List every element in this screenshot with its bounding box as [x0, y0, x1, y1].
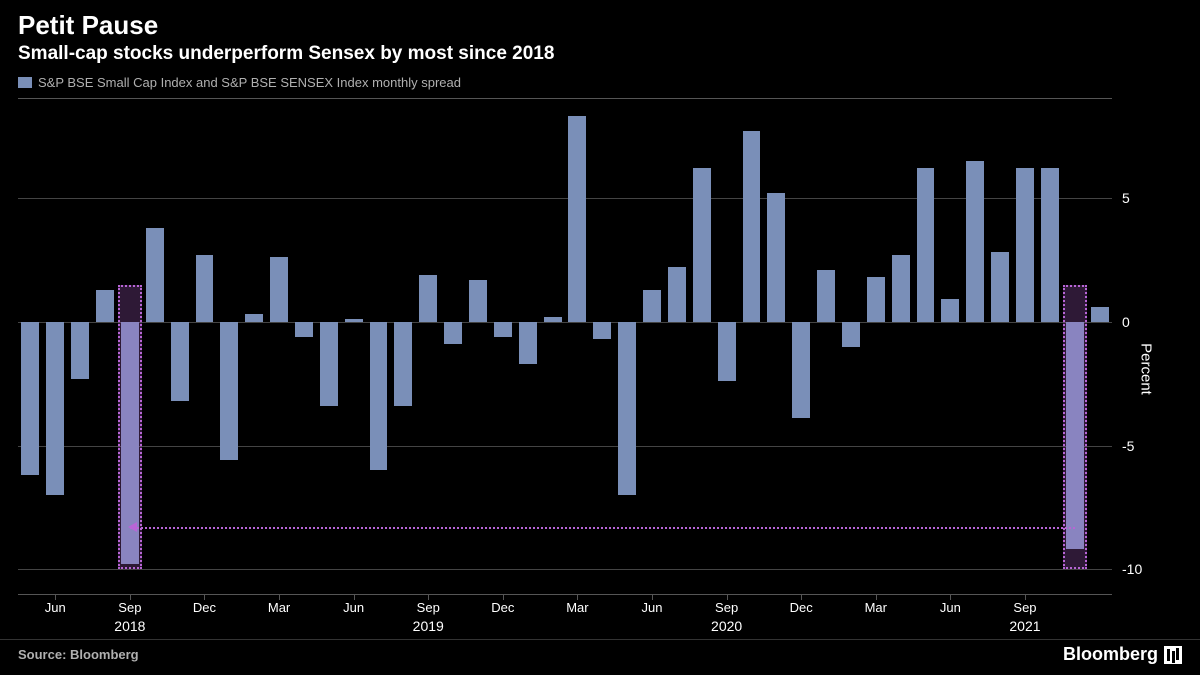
bar: [469, 280, 487, 322]
x-tick-label: Sep: [1013, 600, 1036, 615]
bar: [618, 322, 636, 495]
x-tick-label: Sep: [715, 600, 738, 615]
arrowhead-icon: [128, 522, 137, 532]
chart-subtitle: Small-cap stocks underperform Sensex by …: [18, 43, 1182, 65]
x-tick-label: Dec: [790, 600, 813, 615]
bar: [1066, 322, 1084, 550]
bar: [1041, 168, 1059, 321]
bar: [21, 322, 39, 475]
x-year-label: 2020: [711, 618, 742, 634]
source-text: Source: Bloomberg: [18, 647, 139, 662]
bar: [196, 255, 214, 322]
bar: [544, 317, 562, 322]
bar: [718, 322, 736, 381]
x-tick-label: Dec: [193, 600, 216, 615]
bar: [394, 322, 412, 406]
bar: [320, 322, 338, 406]
bar: [767, 193, 785, 322]
bar: [991, 252, 1009, 321]
x-tick-label: Jun: [940, 600, 961, 615]
x-year-label: 2019: [413, 618, 444, 634]
bar: [295, 322, 313, 337]
gridline: [18, 198, 1112, 199]
callout-arrow: [130, 527, 1075, 529]
legend-swatch: [18, 77, 32, 88]
bar: [270, 257, 288, 321]
bar: [966, 161, 984, 322]
bar: [743, 131, 761, 322]
bar: [245, 314, 263, 321]
bar: [593, 322, 611, 339]
legend: S&P BSE Small Cap Index and S&P BSE SENS…: [0, 71, 1200, 90]
bar: [96, 290, 114, 322]
bar: [494, 322, 512, 337]
bar: [668, 267, 686, 321]
y-axis-title: Percent: [1138, 343, 1155, 395]
bar: [71, 322, 89, 379]
x-tick-label: Sep: [417, 600, 440, 615]
bar: [693, 168, 711, 321]
gridline: [18, 446, 1112, 447]
x-tick-label: Jun: [45, 600, 66, 615]
bar: [568, 116, 586, 321]
plot-region: -10-505JunSepDecMarJunSepDecMarJunSepDec…: [18, 98, 1112, 595]
y-tick-label: -5: [1122, 438, 1134, 454]
chart-title: Petit Pause: [18, 10, 1182, 41]
y-tick-label: -10: [1122, 561, 1142, 577]
x-year-label: 2018: [114, 618, 145, 634]
bar: [867, 277, 885, 322]
bar: [1016, 168, 1034, 321]
x-year-label: 2021: [1009, 618, 1040, 634]
x-tick-label: Mar: [865, 600, 887, 615]
y-tick-label: 5: [1122, 190, 1130, 206]
brand-icon: [1164, 646, 1182, 664]
bar: [892, 255, 910, 322]
x-tick-label: Dec: [491, 600, 514, 615]
bar: [792, 322, 810, 419]
y-tick-label: 0: [1122, 314, 1130, 330]
brand-text: Bloomberg: [1063, 644, 1158, 665]
bar: [146, 228, 164, 322]
bar: [46, 322, 64, 495]
bar: [842, 322, 860, 347]
brand-logo: Bloomberg: [1063, 644, 1182, 665]
bar: [171, 322, 189, 401]
bar: [345, 319, 363, 321]
gridline: [18, 569, 1112, 570]
bar: [220, 322, 238, 461]
bar: [419, 275, 437, 322]
bar: [917, 168, 935, 321]
chart-area: -10 -5 0 5 Jun Sep Dec Mar Jun Sep Dec Mar Jun Sep Dec…: [18, 98, 1182, 639]
x-tick-label: Mar: [268, 600, 290, 615]
bar: [817, 270, 835, 322]
legend-text: S&P BSE Small Cap Index and S&P BSE SENS…: [38, 75, 461, 90]
x-tick-label: Jun: [642, 600, 663, 615]
bar: [519, 322, 537, 364]
bar: [1091, 307, 1109, 322]
x-tick-label: Mar: [566, 600, 588, 615]
bar: [444, 322, 462, 344]
x-tick-label: Jun: [343, 600, 364, 615]
bar: [643, 290, 661, 322]
bar: [941, 299, 959, 321]
bar: [370, 322, 388, 471]
x-tick-label: Sep: [118, 600, 141, 615]
